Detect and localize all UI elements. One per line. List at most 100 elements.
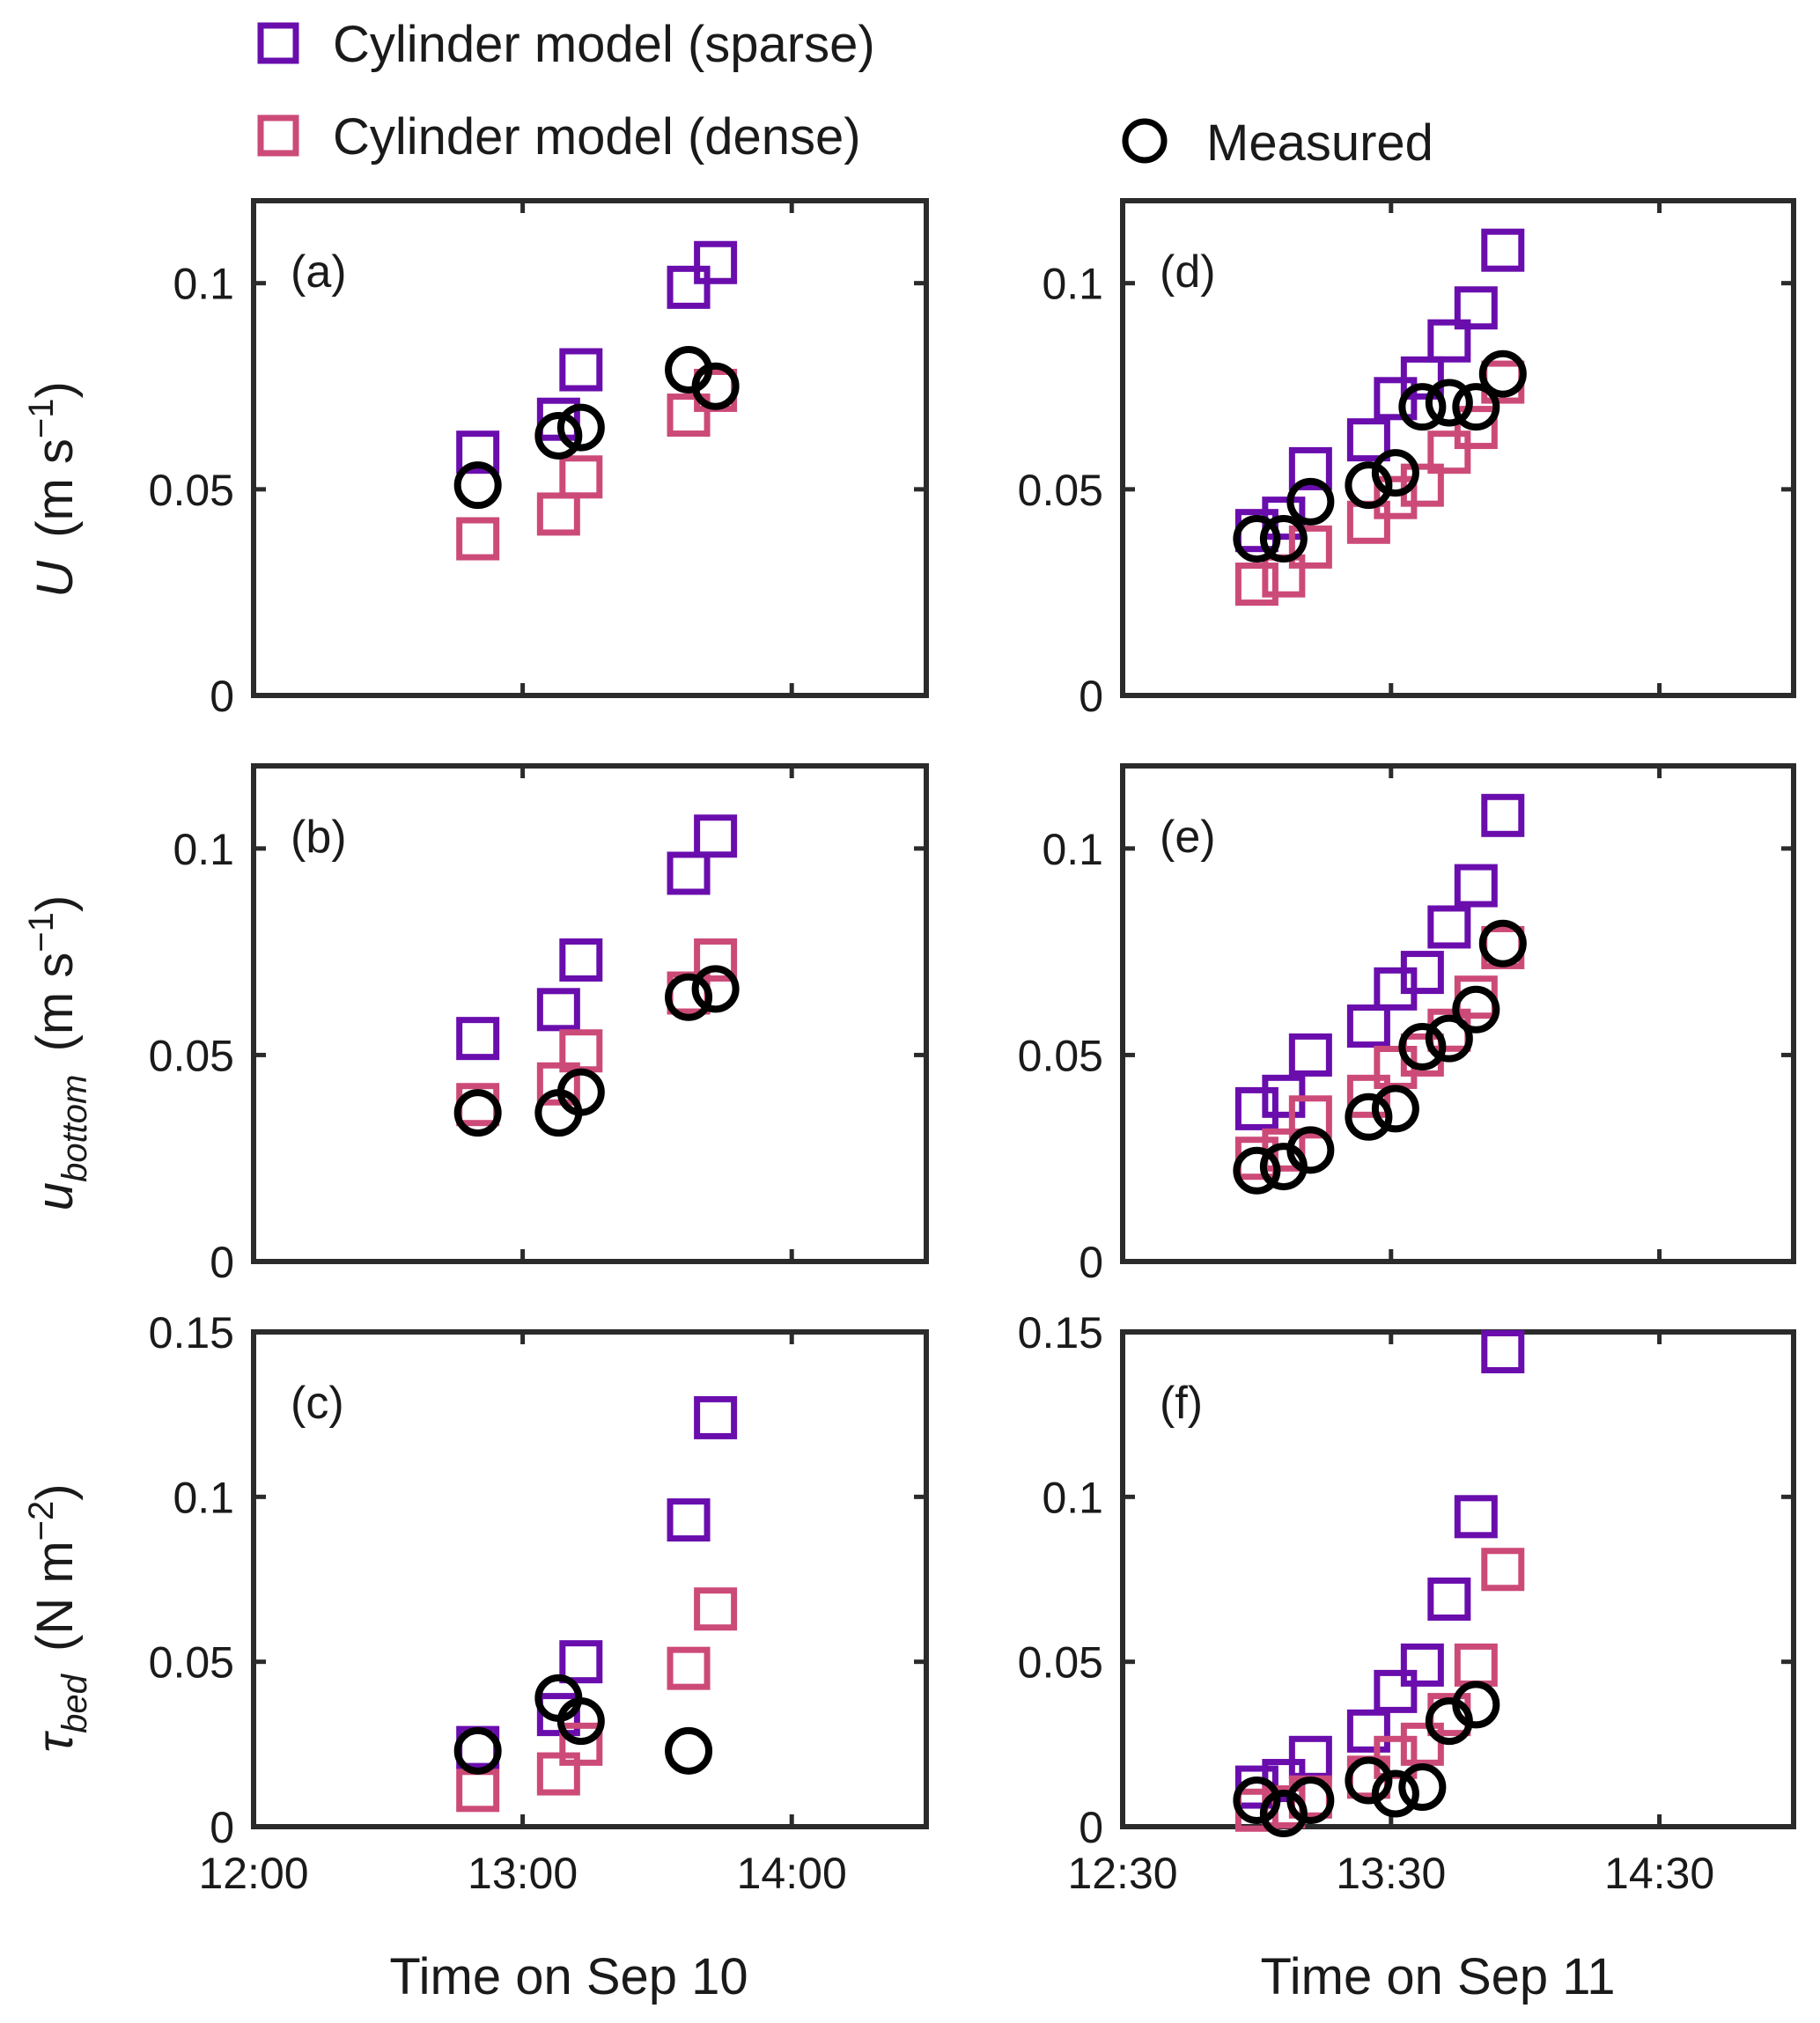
xlabel-left: Time on Sep 10: [389, 1948, 748, 2005]
marker-sparse: [1481, 1329, 1525, 1373]
marker-dense: [559, 1722, 603, 1766]
ytick-label: 0.1: [173, 825, 234, 874]
marker-dense: [1346, 1074, 1390, 1118]
marker-measured: [1371, 1085, 1419, 1133]
marker-measured: [1345, 1756, 1393, 1805]
panel-d-frame: [1120, 198, 1796, 698]
marker-sparse: [1481, 793, 1525, 837]
marker-sparse: [1288, 1033, 1332, 1077]
marker-measured: [1398, 383, 1447, 431]
marker-sparse: [1427, 1577, 1471, 1621]
ylabel-U-unit: (m s: [26, 438, 84, 538]
ytick-label: 0.05: [149, 1031, 234, 1080]
marker-sparse: [1427, 905, 1471, 949]
svg-text:ubottom (m s−1): ubottom (m s−1): [22, 895, 98, 1210]
marker-sparse: [1400, 951, 1444, 995]
xlabel-right: Time on Sep 11: [1261, 1948, 1616, 2005]
marker-sparse: [1374, 1669, 1418, 1713]
ylabel-tau-close: ): [26, 1483, 84, 1500]
marker-sparse: [536, 988, 580, 1032]
marker-measured: [556, 403, 605, 452]
marker-sparse: [456, 1017, 500, 1061]
ylabel-tau: τbed (N m−2): [22, 1483, 94, 1753]
legend-measured-marker: [1122, 118, 1168, 164]
panel-c-frame: [251, 1329, 929, 1829]
ytick-label: 0.1: [173, 1473, 234, 1522]
marker-sparse: [559, 938, 603, 982]
ylabel-U-exp: −1: [22, 398, 61, 438]
panel-label-a: (a): [291, 246, 347, 298]
marker-sparse: [536, 397, 580, 441]
ytick-label: 0: [1079, 1238, 1103, 1287]
marker-sparse: [1288, 446, 1332, 490]
ylabel-tau-unit: (N m: [26, 1541, 84, 1652]
panel-label-e: (e): [1160, 812, 1216, 863]
marker-measured: [556, 1697, 605, 1746]
marker-sparse: [559, 348, 603, 392]
marker-dense: [456, 517, 500, 561]
marker-measured: [1452, 1681, 1500, 1729]
ytick-label: 0.05: [149, 466, 234, 515]
ytick-label: 0.1: [1042, 825, 1103, 874]
marker-sparse: [1288, 1735, 1332, 1779]
ylabel-ubottom-exp: −1: [22, 912, 61, 953]
marker-dense: [1288, 1095, 1332, 1139]
ylabel-U: U (m s−1): [22, 381, 84, 598]
marker-measured: [1233, 1146, 1281, 1195]
panel-a-frame: [251, 198, 929, 698]
panels: 0 0.05 0.1 (a) 0 0.05 0.1 (b) 0 0.05 0.1 0.15 12:00 1…: [149, 198, 1796, 1898]
marker-measured: [1286, 1126, 1335, 1174]
panel-f-frame: [1120, 1329, 1796, 1829]
ytick-label: 0.05: [1018, 1638, 1103, 1688]
marker-sparse: [694, 1395, 738, 1439]
ytick-label: 0: [210, 672, 234, 721]
panel-b: 0 0.05 0.1 (b): [149, 763, 929, 1287]
marker-sparse: [1454, 864, 1498, 908]
ytick-label: 0.05: [1018, 1031, 1103, 1080]
legend: Cylinder model (sparse) Cylinder model (…: [257, 16, 1433, 172]
panel-label-c: (c): [291, 1378, 344, 1429]
marker-sparse: [1346, 1709, 1390, 1753]
marker-measured: [1478, 349, 1527, 398]
ylabel-U-symbol: U: [26, 560, 84, 598]
marker-dense: [1400, 463, 1444, 507]
marker-dense: [1454, 406, 1498, 450]
ytick-label: 0.1: [1042, 260, 1103, 309]
marker-measured: [1371, 1769, 1419, 1818]
marker-sparse: [1427, 319, 1471, 363]
ytick-label: 0: [210, 1803, 234, 1852]
marker-measured: [1425, 1014, 1473, 1063]
marker-dense: [1288, 525, 1332, 569]
marker-sparse: [1346, 418, 1390, 462]
ytick-label: 0.15: [149, 1308, 234, 1357]
marker-measured: [1259, 515, 1308, 563]
marker-sparse: [456, 430, 500, 474]
panel-c: 0 0.05 0.1 0.15 12:00 13:00 14:00 (c): [149, 1308, 929, 1898]
ylabel-tau-sub: bed: [55, 1673, 94, 1732]
marker-dense: [694, 1587, 738, 1631]
xtick-label: 14:30: [1604, 1849, 1714, 1898]
marker-measured: [1371, 449, 1419, 497]
marker-measured: [1233, 1777, 1281, 1825]
ylabel-ubottom-symbol: u: [26, 1182, 84, 1210]
marker-dense: [1346, 500, 1390, 544]
ylabel-U-close: ): [26, 381, 84, 398]
legend-sparse-label: Cylinder model (sparse): [333, 16, 875, 73]
ylabel-ubottom-unit: (m s: [26, 953, 84, 1052]
marker-sparse: [1454, 1495, 1498, 1539]
marker-sparse: [1346, 1004, 1390, 1048]
marker-dense: [694, 938, 738, 982]
marker-measured: [453, 1089, 502, 1137]
legend-dense-label: Cylinder model (dense): [333, 108, 861, 166]
marker-dense: [1481, 1548, 1525, 1592]
ylabel-tau-symbol: τ: [26, 1731, 84, 1753]
xtick-label: 12:30: [1067, 1849, 1177, 1898]
ylabel-ubottom-close: ): [26, 895, 84, 912]
marker-sparse: [694, 814, 738, 858]
marker-measured: [453, 1726, 502, 1775]
panel-label-f: (f): [1160, 1378, 1203, 1429]
ylabel-ubottom: ubottom (m s−1): [22, 895, 98, 1210]
panel-label-d: (d): [1160, 246, 1216, 298]
xtick-label: 13:30: [1336, 1849, 1446, 1898]
